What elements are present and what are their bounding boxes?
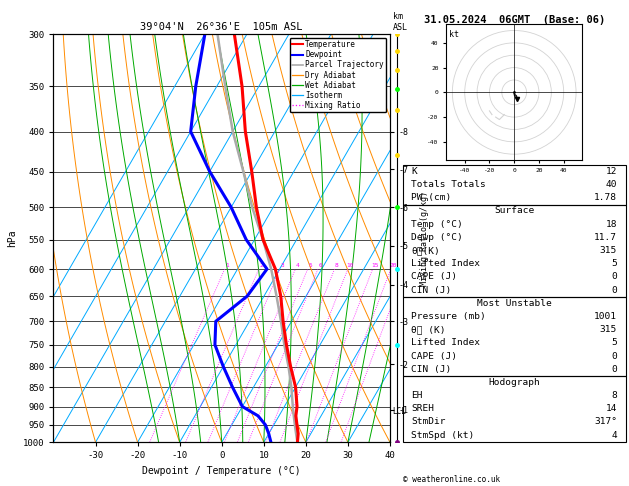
Text: 31.05.2024  06GMT  (Base: 06): 31.05.2024 06GMT (Base: 06) [423, 15, 605, 25]
Text: 14: 14 [606, 404, 617, 413]
Text: 40: 40 [606, 180, 617, 189]
Text: 0: 0 [611, 351, 617, 361]
Text: 12: 12 [606, 167, 617, 176]
Text: © weatheronline.co.uk: © weatheronline.co.uk [403, 474, 499, 484]
Text: LCL: LCL [392, 406, 406, 416]
Legend: Temperature, Dewpoint, Parcel Trajectory, Dry Adiabat, Wet Adiabat, Isotherm, Mi: Temperature, Dewpoint, Parcel Trajectory… [290, 38, 386, 112]
Text: CAPE (J): CAPE (J) [411, 351, 457, 361]
Text: 5: 5 [611, 259, 617, 268]
Text: Dewp (°C): Dewp (°C) [411, 233, 463, 242]
Text: km
ASL: km ASL [393, 12, 408, 32]
Text: 0: 0 [611, 272, 617, 281]
Text: Pressure (mb): Pressure (mb) [411, 312, 486, 321]
Text: 4: 4 [611, 431, 617, 440]
Text: StmDir: StmDir [411, 417, 446, 426]
Text: Totals Totals: Totals Totals [411, 180, 486, 189]
Text: Mixing Ratio (g/kg): Mixing Ratio (g/kg) [420, 191, 429, 286]
Y-axis label: hPa: hPa [8, 229, 18, 247]
Text: Lifted Index: Lifted Index [411, 338, 481, 347]
Text: 11.7: 11.7 [594, 233, 617, 242]
Text: 315: 315 [599, 325, 617, 334]
Text: CIN (J): CIN (J) [411, 364, 452, 374]
Text: 5: 5 [308, 263, 312, 268]
Text: CIN (J): CIN (J) [411, 286, 452, 295]
X-axis label: Dewpoint / Temperature (°C): Dewpoint / Temperature (°C) [142, 466, 301, 476]
Title: 39°04'N  26°36'E  105m ASL: 39°04'N 26°36'E 105m ASL [140, 22, 303, 32]
Text: 8: 8 [335, 263, 339, 268]
Text: StmSpd (kt): StmSpd (kt) [411, 431, 475, 440]
Text: 1.78: 1.78 [594, 193, 617, 202]
Text: 18: 18 [606, 220, 617, 228]
Text: K: K [411, 167, 417, 176]
Text: 10: 10 [347, 263, 354, 268]
Text: Most Unstable: Most Unstable [477, 299, 552, 308]
Text: 15: 15 [371, 263, 379, 268]
Text: PW (cm): PW (cm) [411, 193, 452, 202]
Bar [403, 205, 626, 297]
Bar [403, 297, 626, 376]
Text: 0: 0 [611, 286, 617, 295]
Text: 317°: 317° [594, 417, 617, 426]
Text: SREH: SREH [411, 404, 435, 413]
Text: 5: 5 [611, 338, 617, 347]
Text: 1: 1 [225, 263, 229, 268]
Text: Temp (°C): Temp (°C) [411, 220, 463, 228]
Text: Hodograph: Hodograph [488, 378, 540, 387]
Bar [403, 376, 626, 442]
Text: 20: 20 [389, 263, 397, 268]
Text: CAPE (J): CAPE (J) [411, 272, 457, 281]
Text: Surface: Surface [494, 207, 534, 215]
Text: θᴄ (K): θᴄ (K) [411, 325, 446, 334]
Text: θᴄ(K): θᴄ(K) [411, 246, 440, 255]
Text: 6: 6 [318, 263, 322, 268]
Bar [403, 165, 626, 205]
Text: 4: 4 [296, 263, 299, 268]
Text: EH: EH [411, 391, 423, 400]
Text: Lifted Index: Lifted Index [411, 259, 481, 268]
Text: 0: 0 [611, 364, 617, 374]
Text: 1001: 1001 [594, 312, 617, 321]
Text: 8: 8 [611, 391, 617, 400]
Text: kt: kt [449, 30, 459, 39]
Text: 2: 2 [259, 263, 263, 268]
Text: 315: 315 [599, 246, 617, 255]
Text: 3: 3 [281, 263, 284, 268]
